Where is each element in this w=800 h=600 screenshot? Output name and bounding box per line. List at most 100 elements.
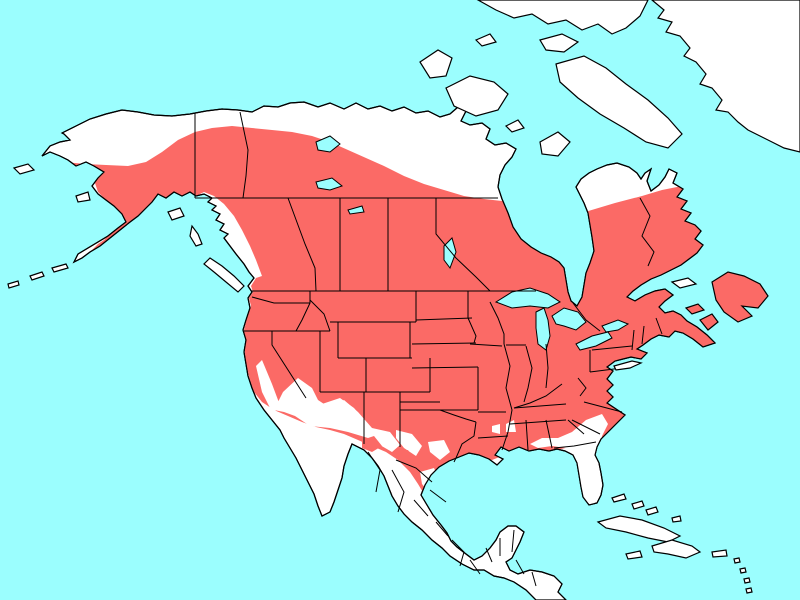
border-minnesota-west <box>467 291 477 344</box>
border-guatemala <box>515 559 525 575</box>
bahamas-3 <box>645 506 659 516</box>
border-idaho-montana <box>309 299 331 332</box>
border-texas-east <box>453 421 477 463</box>
puerto-rico <box>711 549 728 558</box>
lake-ontario <box>601 319 630 333</box>
antilles-islet-3 <box>743 577 751 584</box>
range-gap-arizona <box>322 398 366 430</box>
border-texas-oklahoma <box>400 409 477 423</box>
prince-edward-island <box>684 303 706 315</box>
bahamas-2 <box>631 500 645 510</box>
anticosti-island <box>670 277 698 289</box>
border-kentucky-tennessee <box>513 403 567 409</box>
antilles-islet-4 <box>745 587 753 594</box>
range-patch-chihuahua <box>396 450 414 464</box>
border-yucatan-2 <box>511 529 515 553</box>
aleutian-island-3 <box>7 280 20 289</box>
border-westvirginia <box>577 377 587 397</box>
great-slave-lake <box>315 177 344 191</box>
islands-red-group <box>684 271 769 331</box>
kodiak-island <box>167 207 185 221</box>
great-bear-lake <box>315 135 341 153</box>
border-minnesota-wisconsin <box>489 301 505 344</box>
long-island <box>613 360 643 371</box>
antilles-islet-1 <box>733 557 741 564</box>
border-northcarolina-southcarolina <box>571 419 601 435</box>
range-gap-mississippi-patch <box>492 424 500 434</box>
nunivak-island <box>75 191 91 203</box>
border-tennessee-south <box>509 419 567 425</box>
range-mexico-patches-group <box>362 436 414 464</box>
border-southdakota-nebraska <box>411 342 477 345</box>
lake-athabasca <box>347 205 365 215</box>
cuba <box>596 515 682 543</box>
border-newyork-newengland <box>631 329 635 351</box>
border-northdakota-southdakota <box>415 317 473 321</box>
lakes-group <box>315 135 630 351</box>
islands-white-group <box>7 0 800 594</box>
range-gap-central-texas <box>428 440 450 460</box>
aleutian-island-2 <box>29 271 45 281</box>
border-washington-oregon <box>251 296 310 304</box>
border-nebraska-kansas <box>411 366 479 369</box>
range-overlay-group <box>42 126 715 506</box>
arctic-islet-2 <box>474 33 498 47</box>
border-bc-alberta <box>287 197 317 292</box>
banks-island <box>419 49 453 79</box>
border-virginia-northcarolina <box>583 401 623 413</box>
border-mexico-state-7 <box>451 539 465 567</box>
lake-huron <box>551 307 587 331</box>
border-mexico-state-6 <box>429 489 447 503</box>
arctic-islet-1 <box>504 119 525 133</box>
cape-breton-island <box>699 313 719 331</box>
newfoundland <box>711 271 769 323</box>
border-illinois-indiana <box>523 345 533 403</box>
border-alabama-georgia <box>545 419 553 449</box>
range-patch-sonora <box>362 436 382 452</box>
lake-michigan <box>535 307 551 351</box>
border-ohio-river <box>513 383 563 409</box>
border-mexico-state-9 <box>485 547 493 563</box>
border-mexico-state-3 <box>413 499 429 517</box>
border-mexico-state-8 <box>469 559 481 575</box>
jamaica <box>625 550 643 560</box>
borders-group <box>194 111 663 587</box>
baffin-island <box>555 55 683 149</box>
border-mississippi-alabama <box>525 419 529 451</box>
border-iowa-missouri <box>469 343 503 347</box>
st-lawrence-island <box>12 163 36 175</box>
vancouver-island <box>203 257 245 293</box>
lake-erie <box>575 331 613 351</box>
greenland <box>651 0 800 153</box>
range-area <box>42 126 715 494</box>
border-pennsylvania-north <box>591 345 633 351</box>
border-newhampshire-maine <box>641 325 645 345</box>
southampton-island <box>539 131 571 157</box>
border-mississippi-river <box>501 343 513 451</box>
border-california-nevada <box>271 331 307 399</box>
hispaniola <box>651 539 702 559</box>
victoria-island <box>445 75 509 117</box>
border-mexico-state-4 <box>435 521 449 537</box>
range-gap-california-valley <box>256 360 281 412</box>
border-maine-newbrunswick <box>655 317 663 335</box>
border-mexico-state-5 <box>395 459 433 483</box>
border-mexico-state-1 <box>367 451 381 493</box>
border-yukon-nwt <box>239 111 249 199</box>
ellesmere-island-group <box>476 0 649 35</box>
bahamas-1 <box>611 493 627 503</box>
border-georgia-southcarolina <box>567 419 585 435</box>
border-georgia-florida <box>553 441 597 449</box>
aleutian-island-1 <box>51 263 69 273</box>
devon-island <box>539 33 580 53</box>
range-gap-west-texas <box>396 430 422 456</box>
haida-gwaii <box>189 224 203 247</box>
antilles-islet-2 <box>739 567 747 574</box>
border-idaho-west <box>295 291 311 332</box>
turks-islet <box>671 515 682 523</box>
range-gap-florida-southeast-coast <box>530 414 608 506</box>
border-honduras <box>531 571 537 587</box>
lake-winnipeg <box>443 237 457 270</box>
border-ontario-quebec <box>572 302 601 332</box>
